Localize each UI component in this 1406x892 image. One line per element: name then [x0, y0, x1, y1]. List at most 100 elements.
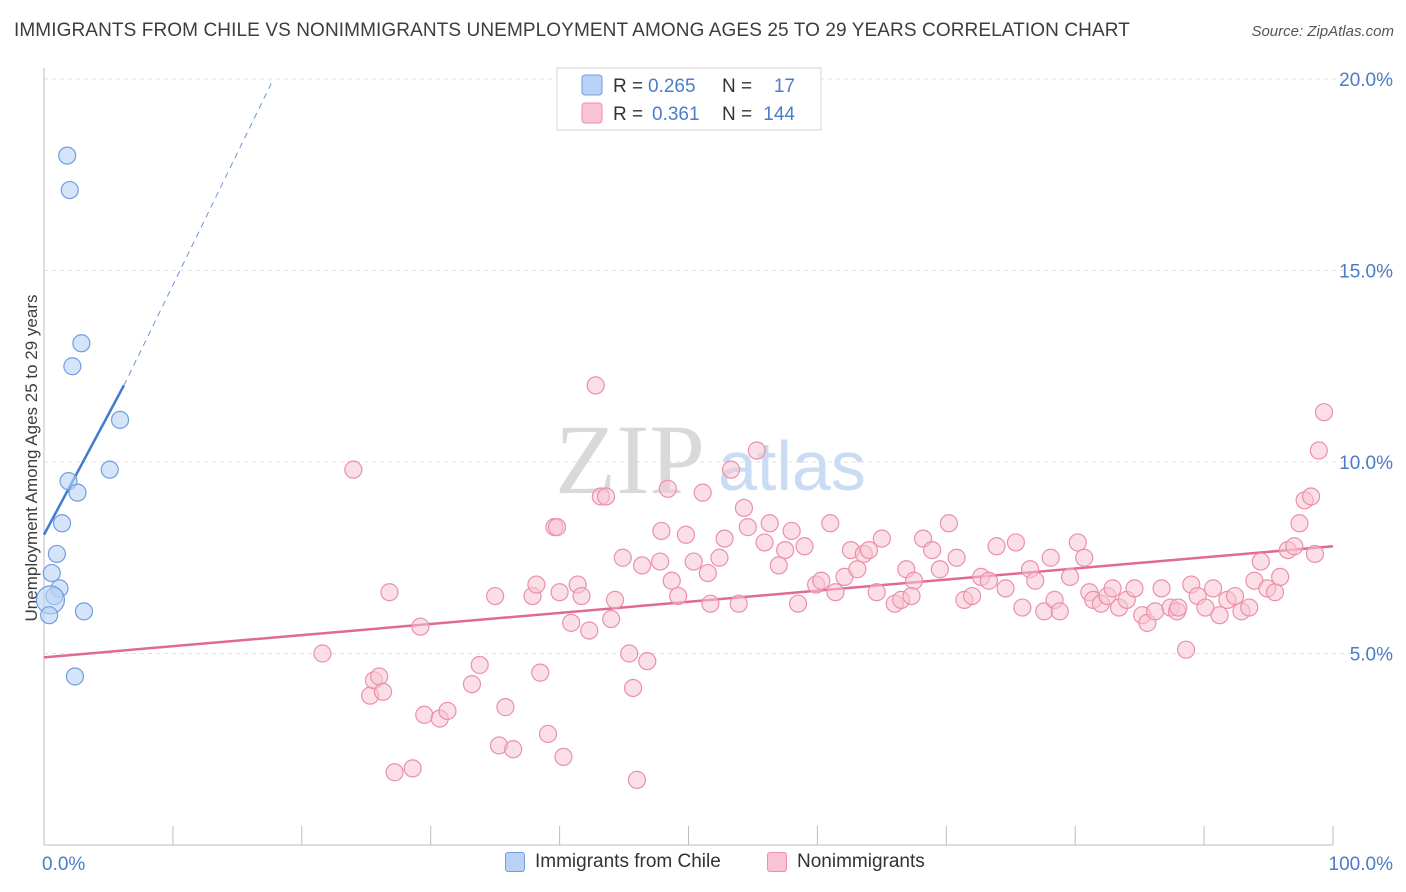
nonimm-point-72	[859, 540, 879, 560]
nonimm-point-87	[979, 571, 998, 590]
nonimm-point-46	[676, 525, 696, 544]
nonimm-point-112	[1152, 579, 1171, 598]
chile-point-7	[68, 483, 87, 502]
nonimm-point-88	[987, 537, 1006, 556]
nonimm-point-132	[1290, 514, 1309, 533]
x-tick-label-min: 0.0%	[42, 854, 85, 875]
nonimm-point-62	[788, 594, 808, 613]
nonimm-point-44	[662, 571, 681, 590]
nonimm-point-85	[962, 586, 982, 606]
legend-n-value-nonimm: 144	[763, 104, 795, 125]
legend-swatch-chile	[581, 74, 603, 96]
legend-n-label-chile: N =	[722, 76, 752, 97]
nonimmigrants-points	[313, 376, 1334, 789]
nonimm-point-59	[769, 556, 788, 575]
chile-point-8	[52, 514, 72, 533]
nonimm-point-111	[1146, 602, 1165, 621]
nonimm-point-81	[930, 560, 949, 579]
nonimm-point-67	[826, 583, 845, 602]
nonimm-point-56	[747, 441, 766, 460]
nonimm-point-30	[586, 376, 605, 395]
nonimm-point-32	[596, 487, 616, 506]
nonimm-point-50	[701, 594, 720, 613]
nonimm-point-14	[470, 655, 489, 675]
nonimm-point-13	[462, 675, 482, 694]
nonimm-point-51	[710, 548, 729, 567]
chile-points	[35, 146, 130, 686]
nonimm-point-6	[380, 583, 399, 602]
nonimm-point-90	[1006, 533, 1026, 552]
chile-point-1	[60, 180, 79, 200]
nonimm-point-105	[1103, 579, 1122, 598]
nonimm-point-131	[1285, 537, 1304, 556]
nonimm-point-136	[1309, 441, 1328, 460]
nonimm-point-80	[923, 540, 942, 560]
nonimm-point-100	[1075, 548, 1094, 567]
nonimm-point-135	[1305, 544, 1325, 564]
chile-point-10	[42, 563, 61, 583]
x-tick-label-max: 100.0%	[1329, 854, 1394, 875]
nonimm-point-120	[1210, 606, 1229, 625]
nonimm-point-93	[1026, 571, 1045, 590]
nonimm-point-73	[867, 583, 886, 602]
trend-line-chile-extension	[123, 78, 274, 386]
chart-title: IMMIGRANTS FROM CHILE VS NONIMMIGRANTS U…	[14, 20, 1130, 41]
nonimm-point-57	[755, 533, 774, 552]
nonimm-point-49	[698, 563, 717, 583]
watermark-zip: ZIP	[555, 404, 705, 515]
nonimm-point-42	[652, 521, 671, 541]
chile-point-3	[63, 357, 82, 376]
legend-r-label-chile: R =	[613, 76, 643, 97]
nonimm-point-65	[812, 571, 831, 590]
chile-point-0	[58, 146, 77, 165]
nonimm-point-139	[729, 594, 748, 613]
chile-point-16	[65, 667, 85, 686]
nonimm-point-122	[1225, 586, 1245, 606]
nonimm-point-1	[344, 460, 363, 479]
nonimm-point-47	[684, 552, 703, 571]
legend-label-nonimm: Nonimmigrants	[797, 851, 925, 872]
nonimm-point-36	[623, 678, 643, 698]
legend-item-nonimm: Nonimmigrants	[767, 851, 925, 873]
chile-point-2	[72, 334, 91, 353]
nonimm-point-61	[782, 521, 801, 541]
nonimm-point-52	[715, 529, 734, 548]
nonimm-point-97	[1050, 602, 1069, 621]
y-tick-label-2: 15.0%	[1339, 262, 1393, 283]
legend-label-chile: Immigrants from Chile	[535, 851, 721, 872]
nonimm-point-8	[403, 759, 422, 778]
nonimm-point-58	[760, 514, 779, 533]
nonimm-point-83	[947, 548, 966, 567]
chile-point-5	[100, 460, 119, 479]
y-axis-label: Unemployment Among Ages 25 to 29 years	[22, 295, 41, 622]
nonimm-point-33	[602, 609, 621, 629]
legend-n-value-chile: 17	[774, 76, 795, 97]
nonimm-point-78	[904, 571, 924, 590]
trend-lines	[42, 78, 1334, 659]
nonimm-point-28	[572, 586, 591, 606]
axes	[43, 68, 1334, 846]
chile-point-14	[40, 606, 59, 625]
nonimm-point-5	[373, 682, 393, 701]
legend-swatch-chile-bottom	[505, 852, 525, 872]
nonimm-point-140	[902, 586, 921, 606]
nonimm-point-74	[872, 529, 891, 548]
legend-r-value-chile: 0.265	[648, 76, 696, 97]
nonimm-point-138	[550, 583, 569, 602]
nonimm-point-0	[313, 644, 332, 663]
x-axis-ticks	[172, 826, 1334, 845]
nonimm-point-17	[496, 698, 515, 717]
nonimm-point-98	[1060, 567, 1080, 587]
legend-item-chile: Immigrants from Chile	[505, 851, 721, 873]
stats-legend: R = 0.265 N = 17 R = 0.361 N = 144	[556, 67, 822, 131]
nonimm-point-129	[1271, 567, 1290, 587]
nonimm-point-126	[1251, 552, 1270, 571]
chile-point-15	[74, 602, 94, 621]
nonimm-point-119	[1204, 579, 1223, 598]
nonimm-point-35	[613, 548, 632, 567]
nonimm-point-108	[1125, 579, 1144, 598]
nonimm-point-128	[1265, 583, 1285, 602]
nonimm-point-15	[486, 586, 505, 606]
y-tick-labels: 5.0% 10.0% 15.0% 20.0%	[1339, 70, 1393, 666]
